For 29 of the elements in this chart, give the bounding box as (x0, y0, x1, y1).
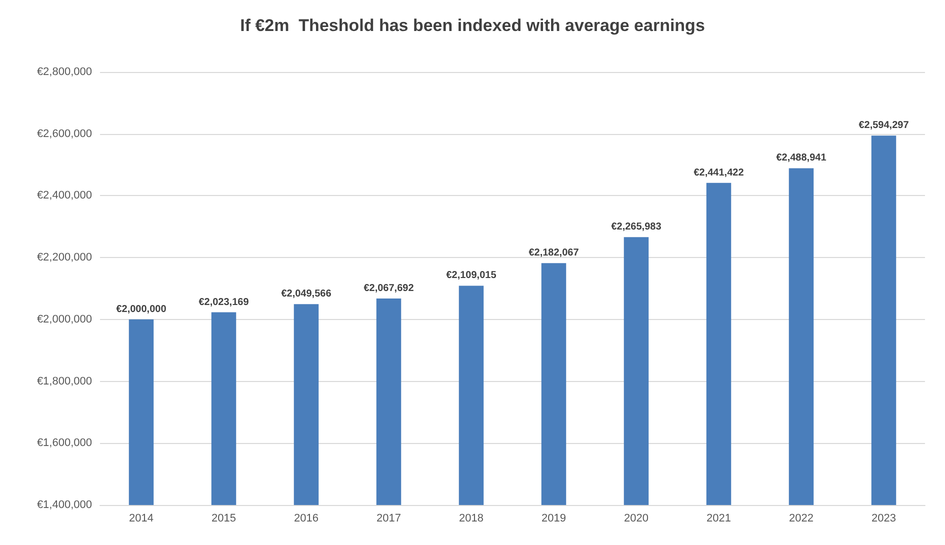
data-label: €2,109,015 (446, 270, 497, 282)
x-tick-label: 2018 (459, 512, 484, 524)
data-label: €2,594,297 (858, 120, 910, 132)
x-tick-label: 2019 (542, 512, 566, 524)
x-tick-label: 2014 (129, 512, 154, 524)
y-tick-label: €1,600,000 (36, 437, 92, 450)
x-tick-label: 2015 (212, 512, 236, 524)
data-label: €2,182,067 (528, 248, 580, 259)
x-tick-label: 2021 (706, 512, 731, 524)
x-tick-label: 2022 (789, 512, 814, 524)
chart-title: If €2m Theshold has been indexed with average earnings (240, 16, 705, 35)
data-label: €2,441,422 (694, 167, 744, 178)
x-tick-label: 2023 (872, 512, 896, 524)
y-tick-label: €2,800,000 (36, 66, 92, 78)
y-tick-label: €2,000,000 (36, 313, 92, 326)
data-label: €2,049,566 (281, 288, 332, 300)
x-tick-label: 2020 (624, 512, 648, 524)
y-tick-label: €2,600,000 (36, 128, 92, 140)
data-label: €2,000,000 (116, 304, 167, 315)
y-tick-label: €1,800,000 (36, 375, 92, 388)
x-tick-label: 2017 (376, 512, 401, 524)
data-label: €2,265,983 (611, 222, 662, 233)
data-label: €2,023,169 (198, 296, 250, 308)
data-label: €2,067,692 (364, 282, 414, 294)
y-tick-label: €1,400,000 (36, 499, 92, 511)
y-tick-label: €2,400,000 (36, 190, 92, 202)
data-label: €2,488,941 (776, 152, 827, 164)
x-tick-label: 2016 (294, 512, 318, 524)
y-tick-label: €2,200,000 (36, 252, 92, 264)
